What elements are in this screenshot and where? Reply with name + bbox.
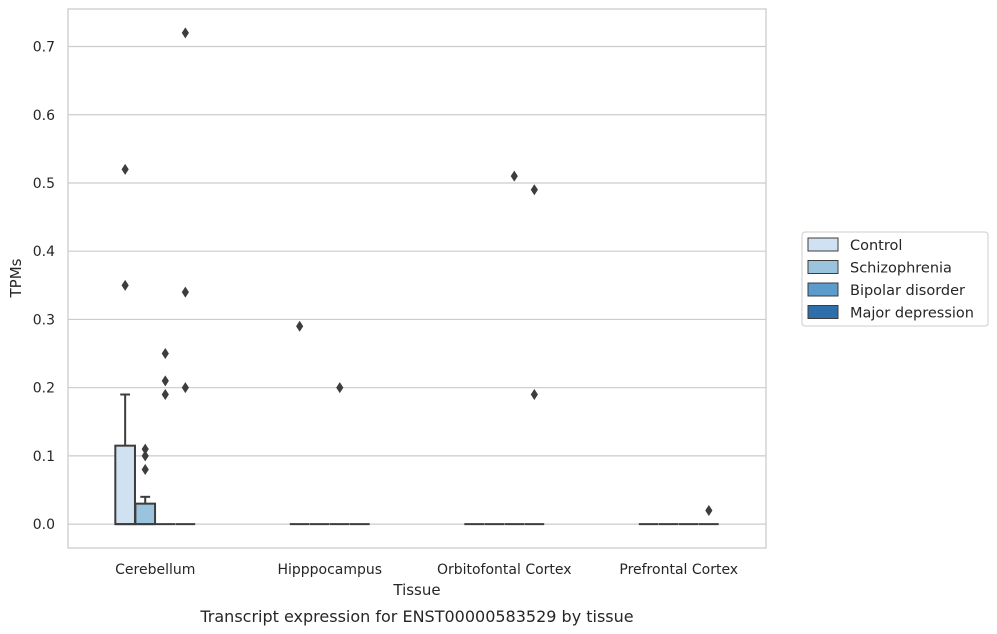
legend-swatch <box>807 260 839 274</box>
y-tick-labels: 0.0 0.1 0.2 0.3 0.4 0.5 0.6 0.7 <box>33 40 55 534</box>
box <box>524 184 545 526</box>
y-tick-label: 0.5 <box>33 176 55 192</box>
box-body <box>134 502 157 526</box>
y-tick-label: 0.7 <box>33 40 55 56</box>
outlier-point <box>161 375 169 387</box>
plot-area <box>68 9 766 548</box>
y-tick-label: 0.4 <box>33 244 55 260</box>
box <box>289 320 310 526</box>
y-tick-label: 0.2 <box>33 381 55 397</box>
legend-label: Schizophrenia <box>850 261 952 277</box>
y-tick-label: 0.1 <box>33 449 55 465</box>
outlier-point <box>141 450 149 462</box>
legend-swatch <box>807 305 839 319</box>
y-axis-label: TPMs <box>7 258 25 298</box>
box <box>329 382 350 526</box>
legend-label: Major depression <box>850 306 974 322</box>
legend-frame <box>801 231 989 327</box>
box <box>134 443 157 526</box>
box <box>155 348 176 526</box>
legend-swatch <box>807 237 839 252</box>
outlier-point <box>296 320 304 332</box>
x-tick-labels: Cerebellum Hipppocampus Orbitofontal Corte… <box>115 562 738 578</box>
outlier-point <box>705 504 713 516</box>
y-tick-label: 0.3 <box>33 312 55 328</box>
plot-frame <box>67 8 767 549</box>
y-tick-label: 0.6 <box>33 108 55 124</box>
chart-caption: Transcript expression for ENST0000058352… <box>199 607 633 626</box>
legend-label: Control <box>850 238 902 254</box>
box <box>504 170 525 526</box>
box <box>114 163 136 526</box>
outlier-point <box>181 382 189 394</box>
outlier-point <box>161 388 169 400</box>
y-tick-label: 0.0 <box>33 517 55 533</box>
x-tick-label: Prefrontal Cortex <box>619 562 738 578</box>
outlier-point <box>530 184 538 196</box>
x-tick-label: Hipppocampus <box>277 562 382 578</box>
box-body <box>114 444 136 526</box>
x-tick-label: Orbitofontal Cortex <box>437 562 572 578</box>
legend-swatch <box>807 282 839 297</box>
outlier-point <box>181 27 189 39</box>
legend: Control Schizophrenia Bipolar disorder Majo… <box>801 231 989 327</box>
outlier-point <box>181 286 189 298</box>
outlier-point <box>336 382 344 394</box>
legend-label: Bipolar disorder <box>850 283 965 299</box>
outlier-point <box>121 163 129 175</box>
x-tick-label: Cerebellum <box>115 562 195 578</box>
x-axis-label: Tissue <box>392 581 440 599</box>
outlier-point <box>530 388 538 400</box>
outlier-point <box>161 348 169 360</box>
outlier-point <box>121 279 129 291</box>
outlier-point <box>141 464 149 476</box>
box-series <box>114 27 719 526</box>
box <box>699 504 719 526</box>
outlier-point <box>141 443 149 455</box>
box <box>175 27 196 526</box>
outlier-point <box>510 170 518 182</box>
